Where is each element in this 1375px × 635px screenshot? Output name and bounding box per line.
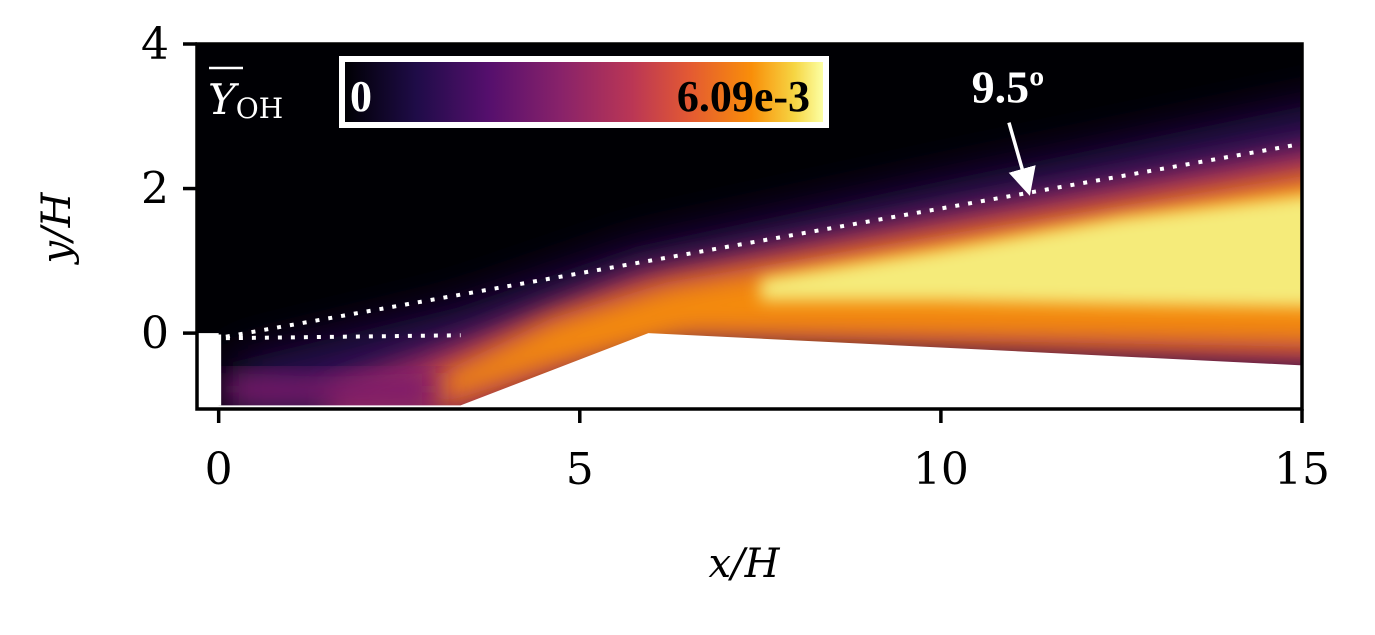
angle-annotation-arrow (1007, 122, 1036, 196)
shear-layer-line (225, 333, 461, 341)
y-tick-label: 4 (141, 19, 169, 70)
plot-area: 9.5º YOH 0 6.09e-3 (195, 42, 1304, 411)
colorbar-label-main: Y (208, 75, 240, 124)
colorbar-legend: YOH 0 6.09e-3 (208, 56, 829, 128)
colorbar-min-label: 0 (350, 72, 372, 121)
colorbar-label-sub: OH (236, 92, 283, 125)
y-axis: 0 2 4 (141, 19, 197, 359)
x-axis: 0 5 10 15 (205, 409, 1330, 495)
colorbar-gradient (345, 62, 823, 122)
y-tick-label: 2 (141, 164, 169, 215)
x-tick-label: 10 (913, 444, 969, 495)
angle-annotation: 9.5º (972, 62, 1045, 113)
x-axis-label: x/H (709, 541, 781, 587)
inlet-strip (197, 333, 219, 409)
x-tick-label: 5 (566, 444, 594, 495)
spread-angle-line (225, 141, 1303, 339)
y-tick-label: 0 (141, 308, 169, 359)
oh-field (197, 106, 1302, 409)
x-tick-label: 0 (205, 444, 233, 495)
colorbar-max-label: 6.09e-3 (677, 72, 810, 121)
x-tick-label: 15 (1274, 444, 1330, 495)
y-axis-label: y/H (34, 191, 80, 265)
wall-geometry (197, 333, 1302, 409)
plot-frame (195, 42, 1304, 411)
oh-corner-region (225, 372, 436, 406)
colorbar-label: YOH (208, 75, 283, 125)
oh-band-core (760, 195, 1302, 307)
